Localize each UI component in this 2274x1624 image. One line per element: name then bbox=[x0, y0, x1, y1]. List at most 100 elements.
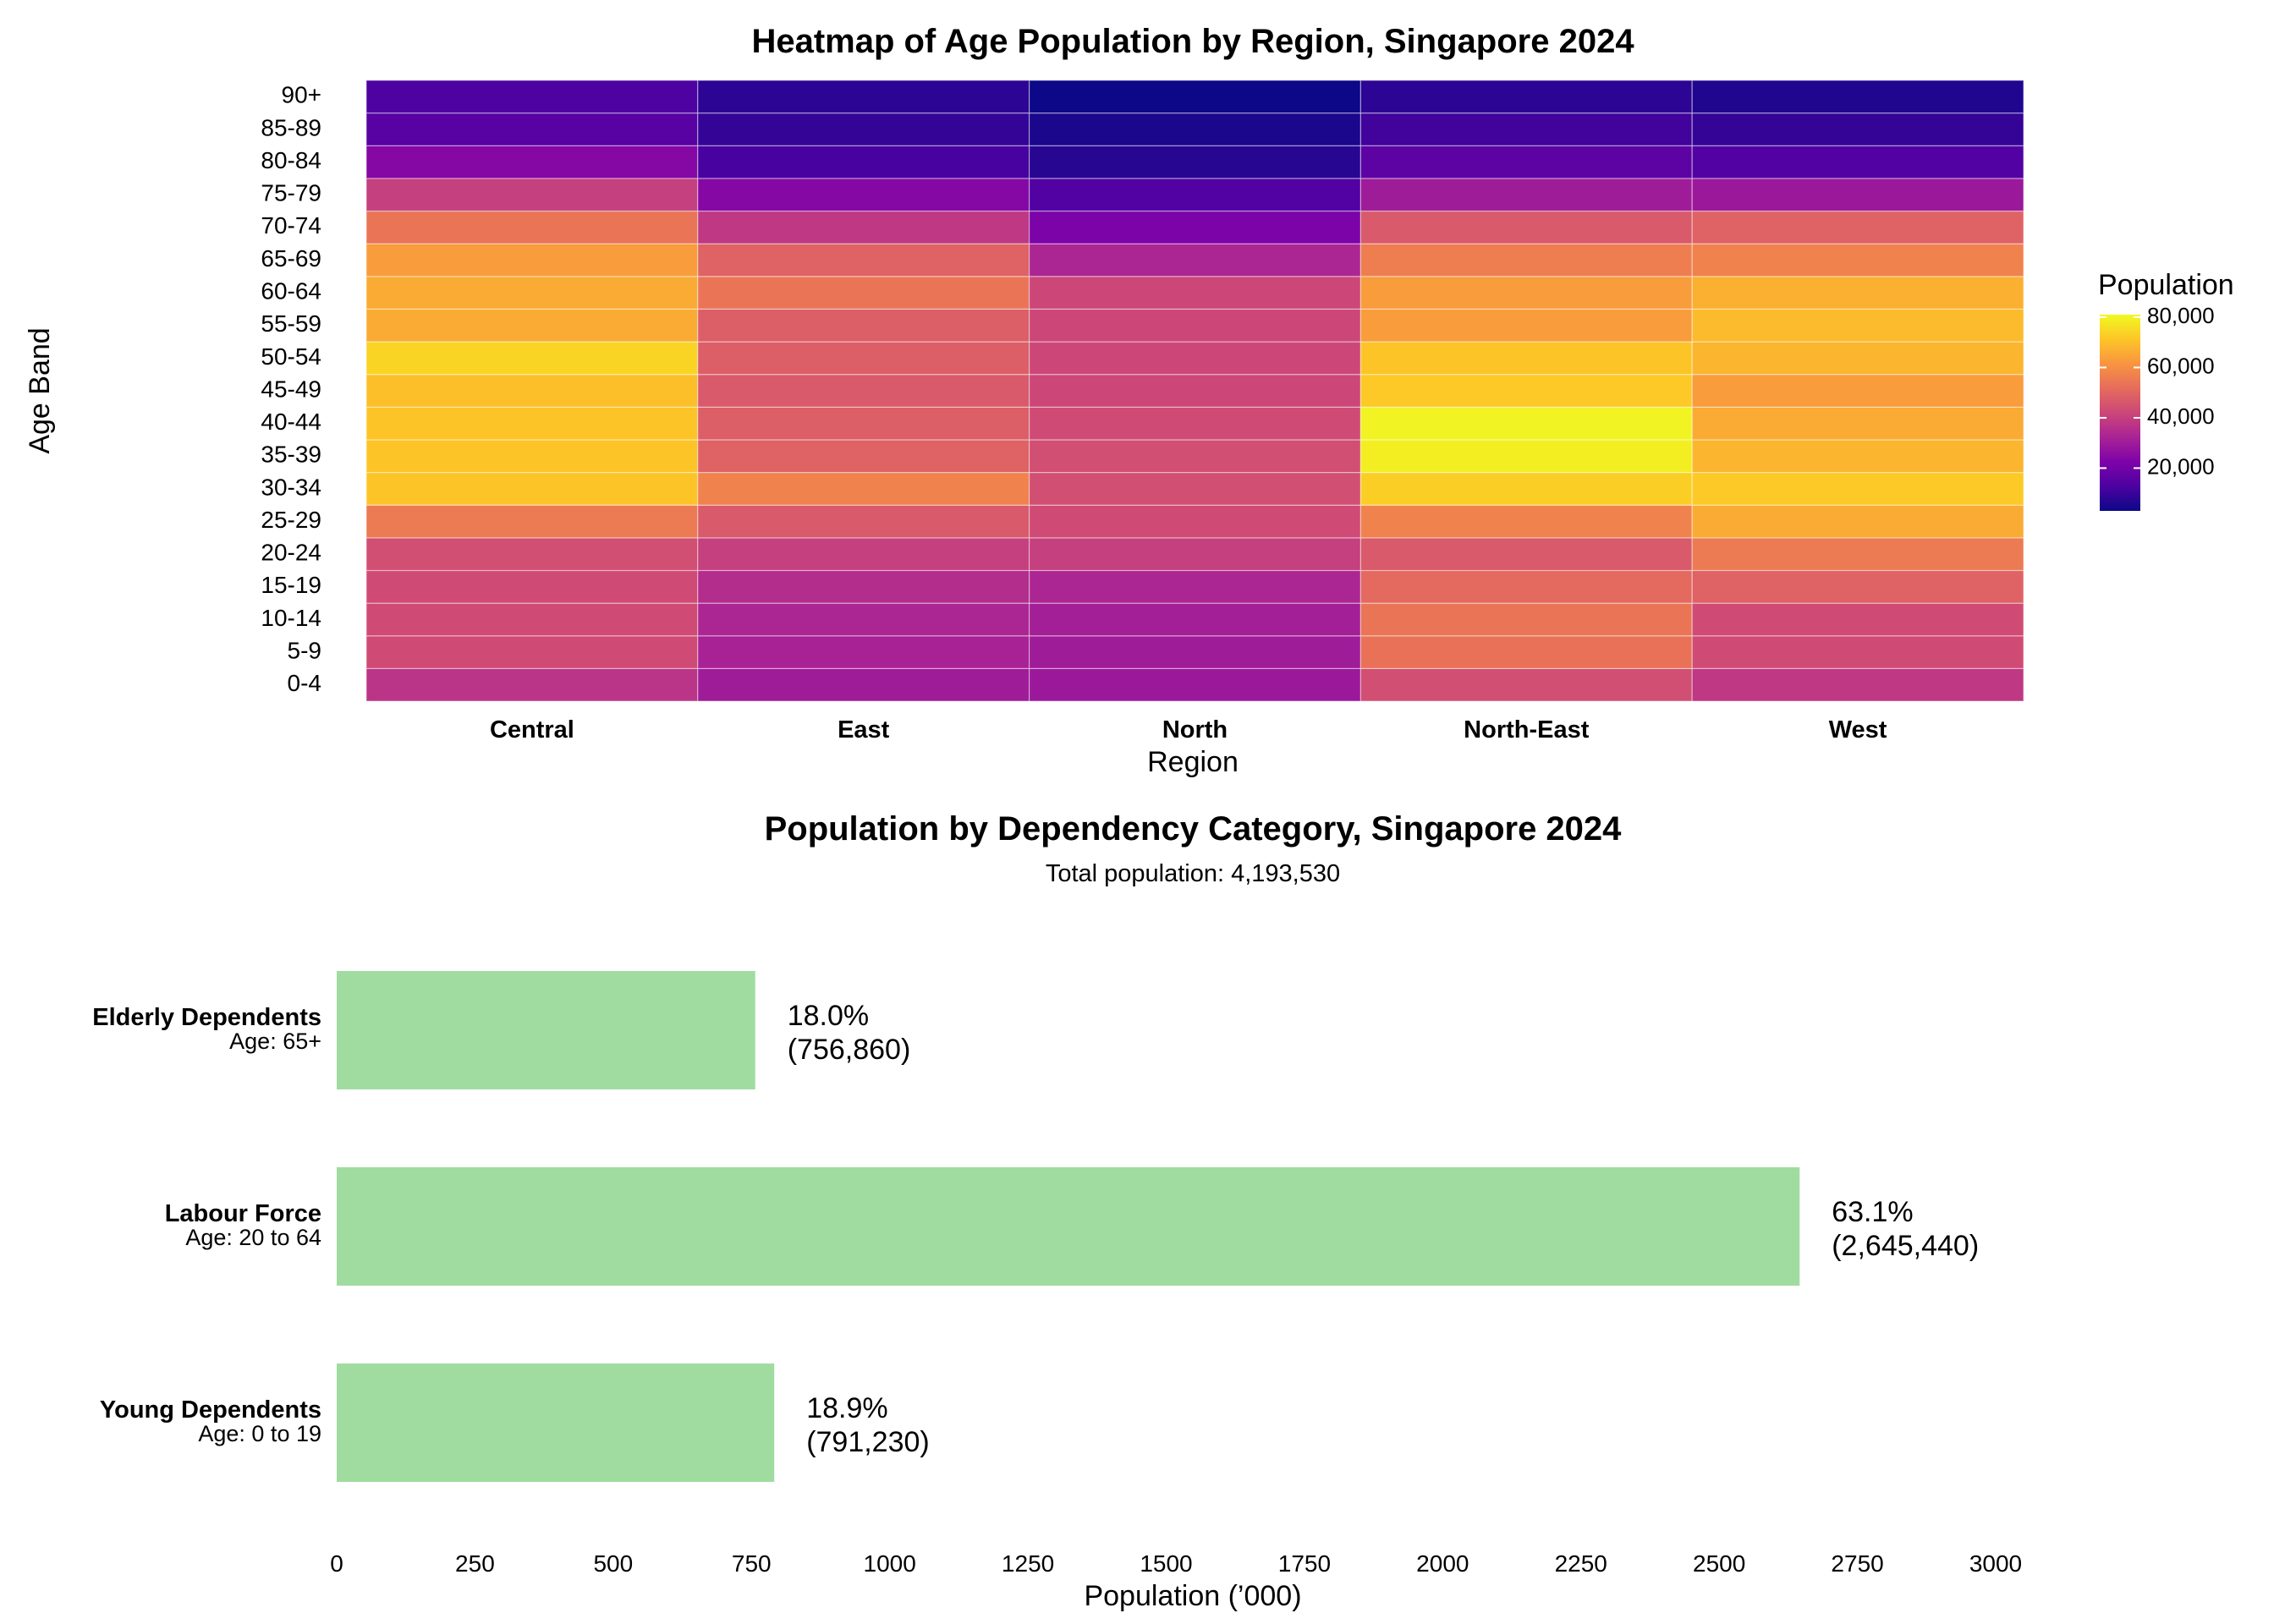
heatmap-cell bbox=[1028, 406, 1361, 441]
heatmap-y-tick-label: 75-79 bbox=[261, 180, 321, 206]
heatmap-cell bbox=[365, 406, 699, 441]
bar-category-age: Age: 0 to 19 bbox=[198, 1421, 321, 1446]
heatmap-y-tick-label: 25-29 bbox=[261, 507, 321, 533]
heatmap-cell bbox=[1691, 406, 2024, 441]
heatmap-cell bbox=[1691, 276, 2024, 310]
bar-x-tick-label: 3000 bbox=[1969, 1550, 2022, 1577]
heatmap-cell bbox=[1359, 569, 1693, 604]
bar-category-label: Elderly Dependents bbox=[92, 1004, 321, 1031]
heatmap-y-tick-label: 30-34 bbox=[261, 474, 321, 500]
heatmap-cell bbox=[697, 243, 1030, 277]
bar-count-label: (791,230) bbox=[806, 1426, 930, 1458]
colorbar-tick-label: 20,000 bbox=[2147, 453, 2215, 479]
heatmap-cell bbox=[365, 178, 699, 212]
heatmap-cell bbox=[697, 602, 1030, 637]
heatmap-cell bbox=[365, 635, 699, 669]
heatmap-cell bbox=[1691, 537, 2024, 572]
bar bbox=[337, 1363, 775, 1482]
heatmap-cell bbox=[1028, 243, 1361, 277]
heatmap-cell bbox=[1028, 341, 1361, 376]
bar-x-tick-label: 2750 bbox=[1831, 1550, 1883, 1577]
heatmap-cell bbox=[1028, 80, 1361, 114]
bar-x-tick-label: 2000 bbox=[1416, 1550, 1469, 1577]
heatmap-cell bbox=[697, 471, 1030, 506]
heatmap-cell bbox=[1359, 112, 1693, 146]
heatmap-y-tick-label: 35-39 bbox=[261, 442, 321, 468]
heatmap-cell bbox=[1359, 374, 1693, 408]
colorbar-tick-label: 40,000 bbox=[2147, 403, 2215, 429]
heatmap-y-tick-label: 10-14 bbox=[261, 605, 321, 631]
heatmap-y-tick-label: 5-9 bbox=[288, 637, 321, 663]
heatmap-y-tick-label: 70-74 bbox=[261, 212, 321, 239]
heatmap-y-tick-label: 15-19 bbox=[261, 572, 321, 598]
heatmap-cell bbox=[1691, 145, 2024, 179]
bar-x-tick-label: 1500 bbox=[1140, 1550, 1192, 1577]
heatmap-cell bbox=[1359, 602, 1693, 637]
heatmap-cell bbox=[1691, 439, 2024, 474]
heatmap-cell bbox=[697, 276, 1030, 310]
heatmap-y-axis-label: Age Band bbox=[24, 327, 56, 453]
bar-x-tick-label: 0 bbox=[330, 1550, 343, 1577]
heatmap-cell bbox=[697, 308, 1030, 343]
heatmap-cell bbox=[1028, 635, 1361, 669]
heatmap-cell bbox=[1691, 178, 2024, 212]
heatmap-cell bbox=[697, 341, 1030, 376]
heatmap-cell bbox=[697, 145, 1030, 179]
heatmap-cell bbox=[1359, 439, 1693, 474]
heatmap-cell bbox=[1028, 145, 1361, 179]
colorbar-gradient bbox=[2100, 315, 2140, 511]
heatmap-y-tick-label: 20-24 bbox=[261, 540, 321, 566]
bar bbox=[337, 1167, 1800, 1286]
heatmap-cell bbox=[697, 406, 1030, 441]
bar-category-label: Labour Force bbox=[165, 1200, 321, 1227]
bar-x-ticks: 0 250 500 750 1000 1250 1500 1750 2000 2250 2500 27… bbox=[330, 1550, 2022, 1577]
heatmap-cell bbox=[697, 635, 1030, 669]
heatmap-cell bbox=[365, 471, 699, 506]
heatmap-panel: Heatmap of Age Population by Region, Sin… bbox=[24, 23, 2234, 778]
heatmap-cell bbox=[1359, 635, 1693, 669]
heatmap-cell bbox=[697, 210, 1030, 244]
heatmap-cell bbox=[697, 569, 1030, 604]
heatmap-cell bbox=[365, 602, 699, 637]
bar-x-tick-label: 2500 bbox=[1693, 1550, 1745, 1577]
heatmap-cell bbox=[697, 667, 1030, 702]
heatmap-cell bbox=[1359, 145, 1693, 179]
heatmap-cell bbox=[1028, 210, 1361, 244]
bar-category-label: Young Dependents bbox=[100, 1396, 321, 1424]
heatmap-y-tick-label: 85-89 bbox=[261, 114, 321, 140]
heatmap-cell bbox=[1028, 471, 1361, 506]
heatmap-y-tick-label: 55-59 bbox=[261, 310, 321, 337]
heatmap-cell bbox=[1359, 537, 1693, 572]
heatmap-cells bbox=[365, 80, 2024, 702]
heatmap-cell bbox=[1359, 341, 1693, 376]
heatmap-cell bbox=[1028, 569, 1361, 604]
heatmap-cell bbox=[1028, 178, 1361, 212]
heatmap-x-tick-label: East bbox=[838, 716, 890, 743]
bar-x-tick-label: 750 bbox=[732, 1550, 772, 1577]
heatmap-cell bbox=[1359, 308, 1693, 343]
heatmap-cell bbox=[365, 341, 699, 376]
heatmap-cell bbox=[1359, 80, 1693, 114]
heatmap-y-tick-label: 40-44 bbox=[261, 409, 321, 435]
colorbar: Population 20,000 40,000 60,000 80,000 bbox=[2098, 269, 2234, 511]
heatmap-cell bbox=[365, 569, 699, 604]
heatmap-cell bbox=[1028, 374, 1361, 408]
heatmap-title: Heatmap of Age Population by Region, Sin… bbox=[751, 23, 1634, 60]
bar-category-age: Age: 20 to 64 bbox=[185, 1225, 321, 1250]
heatmap-x-tick-label: Central bbox=[490, 716, 574, 743]
heatmap-cell bbox=[1028, 504, 1361, 539]
heatmap-cell bbox=[697, 537, 1030, 572]
heatmap-cell bbox=[365, 276, 699, 310]
bar-count-label: (756,860) bbox=[788, 1034, 911, 1066]
heatmap-y-tick-label: 65-69 bbox=[261, 245, 321, 272]
heatmap-cell bbox=[1691, 471, 2024, 506]
heatmap-cell bbox=[1691, 374, 2024, 408]
heatmap-x-tick-label: North bbox=[1162, 716, 1228, 743]
heatmap-cell bbox=[1691, 504, 2024, 539]
bar-x-tick-label: 1750 bbox=[1278, 1550, 1331, 1577]
heatmap-x-ticks: Central East North North-East West bbox=[490, 716, 1887, 743]
heatmap-cell bbox=[1691, 210, 2024, 244]
heatmap-y-tick-label: 80-84 bbox=[261, 147, 321, 173]
heatmap-cell bbox=[1028, 667, 1361, 702]
